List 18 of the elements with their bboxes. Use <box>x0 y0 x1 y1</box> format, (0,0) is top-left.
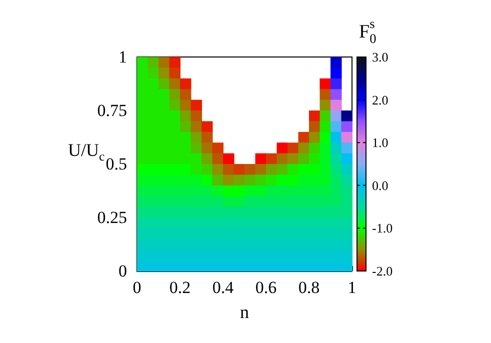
color-bar-label: 2.0 <box>372 92 388 108</box>
color-bar-label: 3.0 <box>372 50 388 64</box>
y-tick-label: 0.5 <box>106 154 127 174</box>
color-bar-label: -1.0 <box>372 220 393 236</box>
x-tick-label: 0.8 <box>298 278 320 297</box>
x-tick-label: 0 <box>132 278 142 297</box>
x-tick-label: 0.6 <box>255 278 277 297</box>
color-bar-label: 0.0 <box>372 178 388 193</box>
y-tick-label: 1 <box>118 48 127 66</box>
color-bar-label: 1.0 <box>372 135 388 150</box>
x-tick-label: 0.2 <box>169 278 191 297</box>
color-bar-label: -2.0 <box>372 264 393 278</box>
y-tick-label: 0 <box>118 262 127 280</box>
x-tick-label: 0.4 <box>212 278 234 297</box>
x-axis-title: n <box>240 302 249 322</box>
y-tick-label: 0.25 <box>97 208 127 227</box>
x-tick-label: 1 <box>348 278 356 297</box>
y-tick-label: 0.75 <box>97 101 127 120</box>
